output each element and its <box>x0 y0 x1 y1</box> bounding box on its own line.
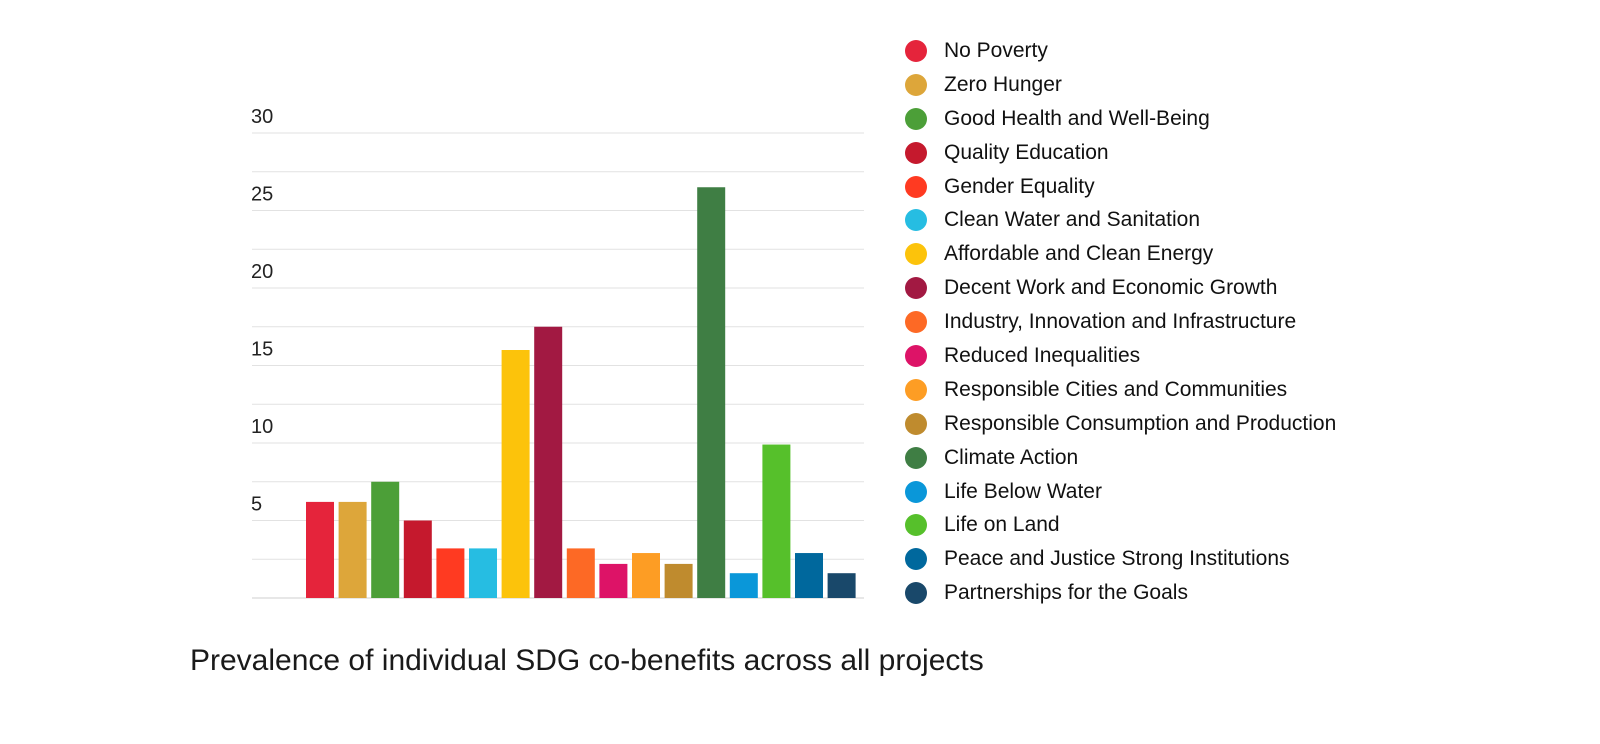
y-axis-ticks: 5 10 15 20 25 30 <box>251 106 273 516</box>
legend-item: Climate Action <box>905 441 1336 475</box>
legend-swatch <box>905 344 927 367</box>
legend-swatch <box>905 514 927 537</box>
legend-label: No Poverty <box>944 38 1048 62</box>
bar <box>632 553 660 598</box>
legend-label: Quality Education <box>944 140 1109 164</box>
legend-label: Affordable and Clean Energy <box>944 242 1214 266</box>
legend-label: Responsible Cities and Communities <box>944 377 1288 401</box>
legend-item: Clean Water and Sanitation <box>905 203 1336 237</box>
legend-item: Life Below Water <box>905 475 1336 509</box>
legend-item: Reduced Inequalities <box>905 339 1336 373</box>
bar <box>501 350 530 598</box>
legend-swatch <box>905 412 927 435</box>
bar <box>338 501 367 598</box>
legend-label: Climate Action <box>944 445 1079 469</box>
y-tick-label: 20 <box>251 261 273 283</box>
legend-swatch <box>905 141 927 164</box>
bar <box>566 548 595 598</box>
legend-label: Decent Work and Economic Growth <box>944 276 1278 300</box>
legend-swatch <box>905 209 927 232</box>
legend-swatch <box>905 107 927 130</box>
legend-label: Life on Land <box>944 513 1060 537</box>
legend-swatch <box>905 446 927 469</box>
bar <box>762 444 791 598</box>
legend-item: Quality Education <box>905 136 1336 170</box>
legend-item: No Poverty <box>905 34 1336 68</box>
legend-label: Clean Water and Sanitation <box>944 208 1201 232</box>
legend-label: Zero Hunger <box>944 72 1062 96</box>
bar <box>306 501 334 598</box>
y-tick-label: 25 <box>251 184 273 206</box>
legend-item: Responsible Consumption and Production <box>905 407 1336 441</box>
legend-swatch <box>905 378 927 401</box>
chart-title: Prevalence of individual SDG co-benefits… <box>190 644 984 677</box>
legend-item: Zero Hunger <box>905 68 1336 102</box>
legend: No Poverty Zero Hunger Good Health and Wel… <box>905 34 1336 610</box>
legend-swatch <box>905 73 927 96</box>
y-tick-label: 30 <box>251 106 273 128</box>
bar <box>371 481 400 598</box>
bar <box>697 187 726 598</box>
legend-label: Industry, Innovation and Infrastructure <box>944 310 1297 334</box>
bar <box>795 553 823 598</box>
legend-item: Life on Land <box>905 508 1336 542</box>
legend-label: Life Below Water <box>944 479 1102 503</box>
legend-swatch <box>905 311 927 334</box>
y-tick-label: 15 <box>251 339 273 361</box>
legend-swatch <box>905 277 927 300</box>
bar <box>599 563 628 598</box>
legend-item: Peace and Justice Strong Institutions <box>905 542 1336 576</box>
bar <box>436 548 465 598</box>
legend-label: Responsible Consumption and Production <box>944 411 1337 435</box>
legend-item: Decent Work and Economic Growth <box>905 271 1336 305</box>
bar <box>403 520 432 598</box>
legend-item: Responsible Cities and Communities <box>905 373 1336 407</box>
legend-label: Good Health and Well-Being <box>944 106 1210 130</box>
bars <box>306 187 856 598</box>
legend-label: Peace and Justice Strong Institutions <box>944 547 1290 571</box>
bar <box>534 326 563 598</box>
legend-swatch <box>905 243 927 266</box>
legend-swatch <box>905 582 927 605</box>
y-tick-label: 10 <box>251 416 273 438</box>
legend-label: Gender Equality <box>944 174 1095 198</box>
y-tick-label: 5 <box>251 494 262 516</box>
bar <box>827 573 856 598</box>
legend-item: Affordable and Clean Energy <box>905 237 1336 271</box>
legend-item: Gender Equality <box>905 170 1336 204</box>
legend-swatch <box>905 480 927 503</box>
bar <box>469 548 497 598</box>
legend-label: Reduced Inequalities <box>944 343 1141 367</box>
legend-swatch <box>905 39 927 62</box>
legend-item: Good Health and Well-Being <box>905 102 1336 136</box>
legend-swatch <box>905 175 927 198</box>
legend-label: Partnerships for the Goals <box>944 581 1188 605</box>
legend-item: Partnerships for the Goals <box>905 576 1336 610</box>
bar <box>729 573 758 598</box>
bar <box>664 563 693 598</box>
legend-item: Industry, Innovation and Infrastructure <box>905 305 1336 339</box>
legend-swatch <box>905 548 927 571</box>
